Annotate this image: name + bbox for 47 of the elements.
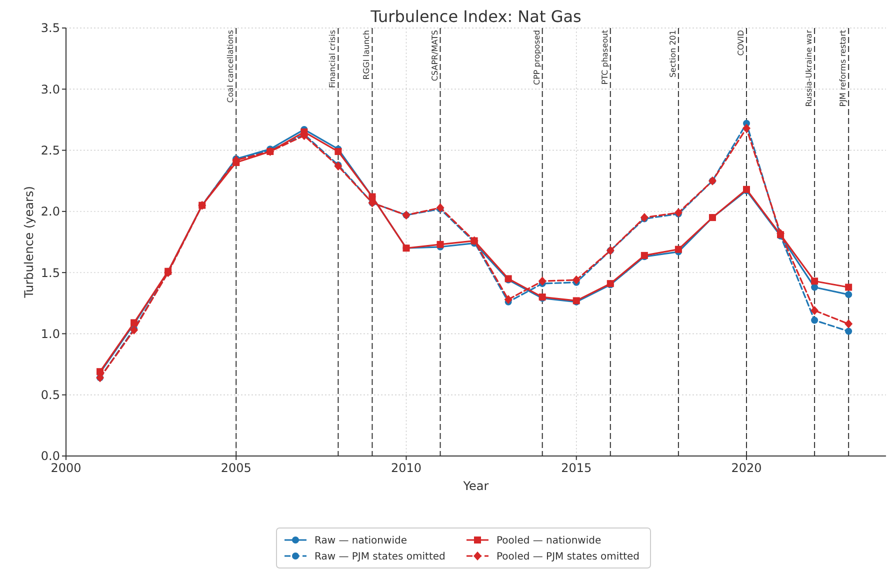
y-tick-label: 1.0 bbox=[40, 326, 60, 341]
x-axis-title: Year bbox=[462, 479, 489, 493]
point bbox=[811, 316, 818, 324]
point bbox=[844, 319, 853, 328]
ref-line-label: CSAPR/MATS bbox=[430, 30, 440, 82]
x-tick-label: 2010 bbox=[390, 461, 422, 475]
point bbox=[845, 284, 852, 291]
x-tick-label: 2000 bbox=[50, 461, 82, 475]
x-tick-label: 2020 bbox=[731, 461, 762, 475]
point bbox=[334, 148, 342, 156]
ref-line-label: PTC phaseout bbox=[600, 30, 610, 85]
y-tick-label: 0.5 bbox=[40, 388, 60, 402]
point bbox=[334, 162, 342, 171]
point bbox=[674, 246, 682, 253]
y-tick-label: 1.5 bbox=[40, 266, 60, 280]
ref-line-label: Financial crisis bbox=[328, 30, 338, 88]
ref-line-label: Coal cancellations bbox=[226, 30, 236, 103]
point bbox=[811, 284, 818, 291]
x-tick-label: 2015 bbox=[561, 461, 592, 475]
ref-line-label: CPP proposed bbox=[532, 30, 542, 86]
ref-line-label: Russia-Ukraine war bbox=[804, 29, 814, 107]
point bbox=[572, 275, 580, 284]
legend-label: Raw — PJM states omitted bbox=[314, 552, 446, 562]
ref-line-label: COVID bbox=[736, 30, 746, 56]
y-tick-label: 2.0 bbox=[40, 204, 60, 219]
point bbox=[810, 306, 819, 315]
point bbox=[742, 124, 750, 133]
y-tick-label: 3.5 bbox=[40, 21, 60, 36]
point bbox=[538, 276, 546, 286]
point bbox=[130, 326, 138, 335]
point bbox=[436, 240, 444, 248]
point bbox=[845, 328, 852, 335]
chart-title: Turbulence Index: Nat Gas bbox=[370, 7, 582, 26]
y-tick-label: 2.5 bbox=[40, 143, 60, 158]
y-axis-title: Turbulence (years) bbox=[22, 186, 36, 299]
legend-label: Pooled — PJM states omitted bbox=[496, 552, 640, 562]
point bbox=[845, 291, 852, 298]
y-tick-label: 3.0 bbox=[40, 82, 60, 96]
legend-label: Raw — nationwide bbox=[314, 536, 407, 546]
ref-line-label: PJM reforms restart bbox=[838, 30, 848, 107]
point bbox=[504, 294, 512, 304]
y-tick-label: 0.0 bbox=[40, 449, 60, 464]
ref-line-label: Section 201 bbox=[668, 30, 678, 78]
x-tick-label: 2005 bbox=[220, 461, 252, 475]
point bbox=[811, 278, 818, 285]
legend-label: Pooled — nationwide bbox=[496, 536, 602, 546]
ref-line-label: RGGI launch bbox=[362, 30, 372, 80]
